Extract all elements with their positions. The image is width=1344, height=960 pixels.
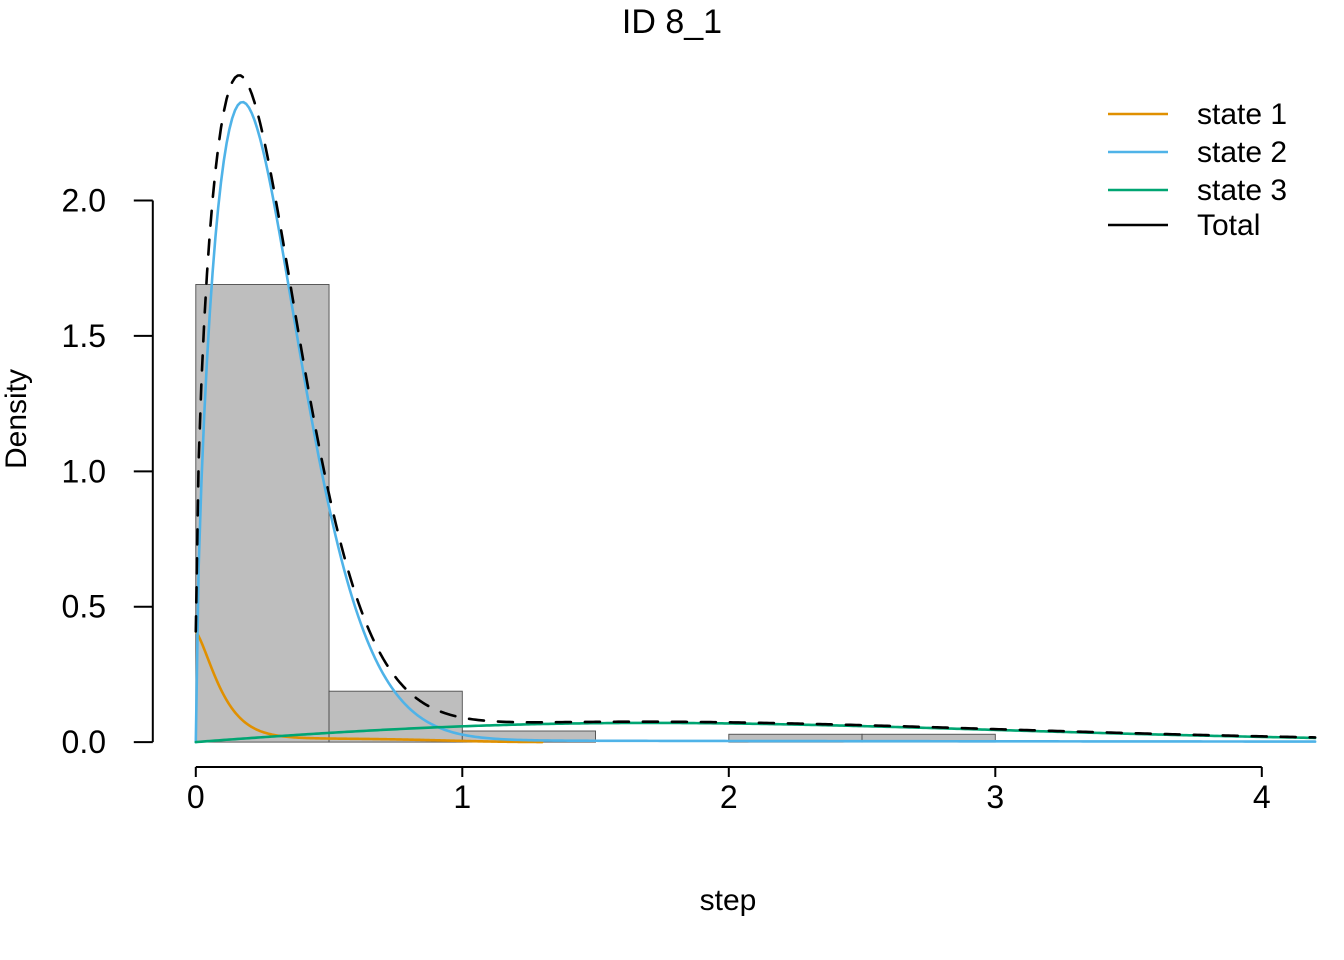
svg-text:2: 2 xyxy=(720,779,738,815)
svg-text:0: 0 xyxy=(187,779,205,815)
svg-text:1.0: 1.0 xyxy=(62,453,106,489)
svg-text:Density: Density xyxy=(0,369,33,469)
svg-text:ID 8_1: ID 8_1 xyxy=(622,3,722,41)
svg-text:Total: Total xyxy=(1197,209,1260,242)
svg-text:2.0: 2.0 xyxy=(62,183,106,219)
svg-text:state 1: state 1 xyxy=(1197,98,1287,131)
svg-text:3: 3 xyxy=(986,779,1004,815)
svg-text:0.5: 0.5 xyxy=(62,589,106,625)
svg-text:4: 4 xyxy=(1253,779,1271,815)
svg-text:1.5: 1.5 xyxy=(62,318,106,354)
svg-text:step: step xyxy=(700,884,757,917)
svg-text:0.0: 0.0 xyxy=(62,724,106,760)
svg-text:1: 1 xyxy=(453,779,471,815)
svg-text:state 3: state 3 xyxy=(1197,174,1287,207)
svg-text:state 2: state 2 xyxy=(1197,136,1287,169)
